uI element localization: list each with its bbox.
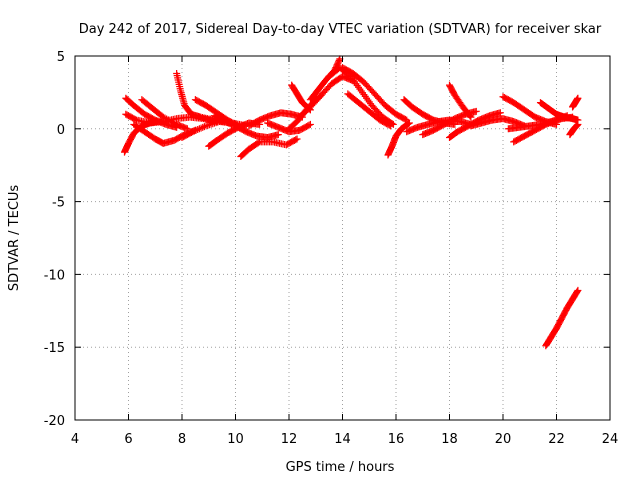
data-point — [192, 126, 200, 134]
chart-title: Day 242 of 2017, Sidereal Day-to-day VTE… — [79, 22, 602, 37]
data-point — [293, 135, 301, 143]
data-point — [573, 288, 581, 296]
x-tick-label: 18 — [441, 432, 458, 447]
series-arc-20 — [344, 90, 395, 130]
data-point — [574, 94, 582, 102]
data-point — [187, 128, 195, 136]
data-point — [467, 113, 475, 121]
y-tick-label: -10 — [44, 268, 65, 283]
y-tick-label: -20 — [44, 414, 65, 429]
data-point — [190, 127, 198, 135]
data-point — [197, 124, 205, 132]
x-tick-label: 8 — [178, 432, 186, 447]
series-arc-05 — [138, 96, 191, 133]
data-point — [274, 131, 282, 139]
y-tick-label: -5 — [52, 196, 65, 211]
series-arc-15 — [288, 81, 314, 114]
y-axis-label: SDTVAR / TECUs — [7, 185, 22, 292]
series-arc-32 — [566, 120, 582, 139]
y-tick-label: 0 — [57, 123, 65, 138]
data-point — [466, 112, 474, 120]
data-point — [306, 120, 314, 128]
series-arc-31 — [536, 99, 582, 124]
x-tick-label: 24 — [602, 432, 619, 447]
x-tick-label: 10 — [227, 432, 244, 447]
data-point — [335, 56, 343, 64]
data-point — [385, 121, 393, 129]
axis-ticks: 4 6 8 10 12 14 16 18 20 22 24 -20 -15 -10 -5 0 5 — [44, 50, 619, 447]
x-tick-label: 16 — [388, 432, 405, 447]
data-point — [194, 126, 202, 134]
data-point — [387, 122, 395, 130]
series-arc-12 — [245, 109, 306, 130]
data-point — [574, 120, 582, 128]
y-tick-label: 5 — [57, 50, 65, 65]
x-tick-label: 20 — [495, 432, 512, 447]
x-tick-label: 14 — [334, 432, 351, 447]
data-point — [401, 115, 409, 123]
data-point — [195, 125, 203, 133]
data-point — [305, 121, 313, 129]
series-arc-26 — [446, 81, 475, 121]
x-tick-label: 6 — [124, 432, 132, 447]
x-tick-label: 22 — [548, 432, 565, 447]
data-point — [472, 107, 480, 115]
data-point — [200, 123, 208, 131]
data-point — [496, 109, 504, 117]
data-point — [189, 128, 197, 136]
data-points — [120, 55, 582, 350]
series-arc-10 — [210, 112, 282, 142]
x-tick-label: 4 — [71, 432, 79, 447]
data-point — [171, 120, 179, 128]
x-axis-label: GPS time / hours — [286, 460, 395, 475]
series-arc-27 — [467, 115, 528, 130]
data-point — [574, 286, 582, 294]
data-point — [254, 139, 262, 147]
data-point — [405, 119, 413, 127]
series-arc-13 — [264, 119, 314, 136]
series-arc-33 — [569, 94, 582, 111]
data-point — [131, 115, 139, 123]
data-point — [292, 136, 300, 144]
x-tick-label: 12 — [281, 432, 298, 447]
y-tick-label: -15 — [44, 341, 65, 356]
series-arc-34 — [542, 286, 582, 350]
data-point — [199, 123, 207, 131]
series-arc-21 — [384, 119, 413, 159]
series-arc-11 — [237, 135, 301, 160]
series-arc-19 — [339, 64, 411, 124]
data-point — [404, 120, 412, 128]
